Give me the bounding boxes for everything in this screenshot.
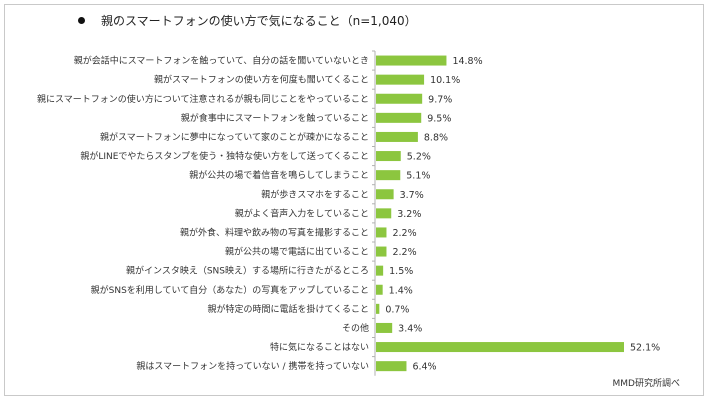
chart-frame <box>4 4 704 396</box>
bar <box>376 131 418 142</box>
bar <box>376 246 387 257</box>
bar <box>376 265 384 276</box>
value-label: 3.7% <box>400 190 424 201</box>
bar <box>376 284 383 295</box>
category-label: その他 <box>342 322 369 334</box>
value-label: 2.2% <box>392 247 416 258</box>
chart-title-text: 親のスマートフォンの使い方で気になること（n=1,040） <box>101 14 417 28</box>
bar <box>376 74 425 85</box>
bar <box>376 361 407 372</box>
category-label: 親が食事中にスマートフォンを触っていること <box>181 112 369 124</box>
bar <box>376 208 392 219</box>
bar <box>376 93 423 104</box>
category-label: 親がよく音声入力をしていること <box>235 207 369 219</box>
value-label: 5.1% <box>406 171 430 182</box>
bar <box>376 55 447 66</box>
value-label: 0.7% <box>385 304 409 315</box>
value-label: 1.5% <box>389 266 413 277</box>
value-label: 14.8% <box>452 56 482 67</box>
source-note: MMD研究所調べ <box>612 379 680 389</box>
value-label: 2.2% <box>392 228 416 239</box>
category-label: 親にスマートフォンの使い方について注意されるが親も同じことをやっていること <box>37 93 369 105</box>
category-label: 親が公共の場で電話に出ていること <box>225 246 369 258</box>
bar <box>376 189 394 200</box>
category-label: 親がSNSを利用していて自分（あなた）の写真をアップしていること <box>91 284 369 296</box>
bar <box>376 322 393 333</box>
bar <box>376 151 401 162</box>
bar <box>376 303 380 314</box>
category-label: 親はスマートフォンを持っていない / 携帯を持っていない <box>136 360 369 372</box>
category-label: 親が特定の時間に電話を掛けてくること <box>207 303 369 315</box>
value-label: 9.5% <box>427 113 451 124</box>
value-label: 9.7% <box>428 94 452 105</box>
category-label: 親がインスタ映え（SNS映え）する場所に行きたがるところ <box>126 265 369 277</box>
value-label: 52.1% <box>630 343 660 354</box>
value-label: 1.4% <box>389 285 413 296</box>
category-label: 特に気になることはない <box>270 341 369 353</box>
value-label: 8.8% <box>424 132 448 143</box>
bar <box>376 170 401 181</box>
category-label: 親がLINEでやたらスタンプを使う・独特な使い方をして送ってくること <box>80 150 369 162</box>
category-label: 親が歩きスマホをすること <box>261 188 369 200</box>
bar <box>376 227 387 238</box>
value-label: 6.4% <box>412 362 436 373</box>
category-label: 親が外食、料理や飲み物の写真を撮影すること <box>180 226 369 238</box>
value-label: 3.4% <box>398 323 422 334</box>
value-label: 10.1% <box>430 75 460 86</box>
category-label: 親がスマートフォンに夢中になっていて家のことが疎かになること <box>100 131 369 143</box>
bar <box>376 112 422 123</box>
value-label: 5.2% <box>407 152 431 163</box>
category-label: 親が公共の場で着信音を鳴らしてしまうこと <box>189 169 369 181</box>
value-label: 3.2% <box>397 209 421 220</box>
category-label: 親がスマートフォンの使い方を何度も聞いてくること <box>154 74 369 86</box>
chart-title: 親のスマートフォンの使い方で気になること（n=1,040） <box>78 12 417 29</box>
bullet-icon <box>78 17 85 24</box>
bar <box>376 342 624 353</box>
category-label: 親が会話中にスマートフォンを触っていて、自分の話を聞いていないとき <box>74 55 369 67</box>
